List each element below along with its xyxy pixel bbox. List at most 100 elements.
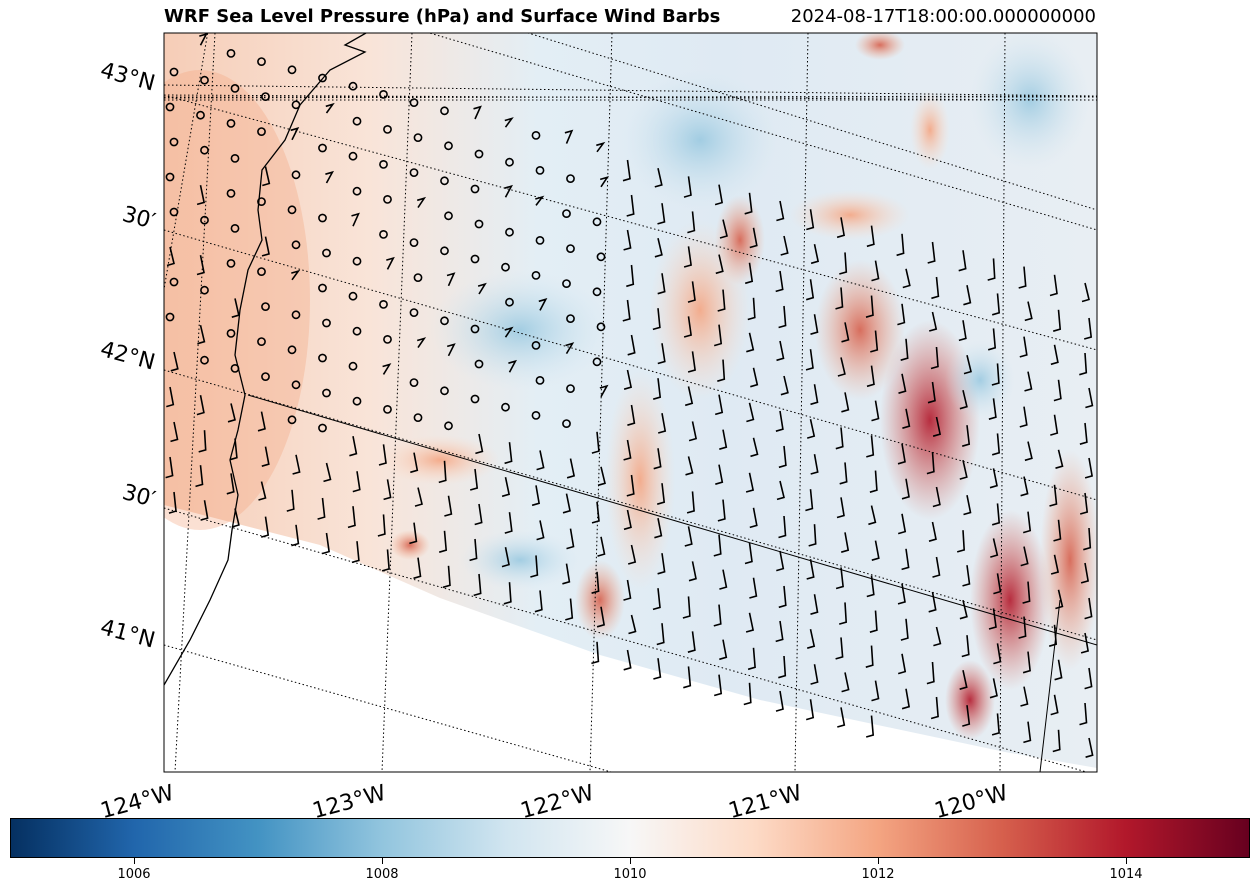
wind-barb (414, 487, 423, 507)
wind-barb (1049, 274, 1058, 297)
wind-barb (991, 363, 1000, 386)
wind-barb (1085, 387, 1094, 409)
wind-barb (1083, 527, 1092, 551)
wind-barb (1023, 721, 1032, 744)
wind-barb (715, 254, 724, 275)
wind-barb (683, 246, 692, 268)
calm-circle (230, 153, 240, 163)
wind-barb (565, 342, 575, 355)
calm-circle (535, 375, 545, 385)
wind-barb (745, 472, 755, 493)
wind-barb (504, 512, 513, 534)
calm-circle (352, 116, 362, 126)
wind-barb (654, 168, 663, 188)
wind-barb (687, 211, 696, 234)
wind-barb (991, 293, 1001, 316)
wind-barb (749, 577, 758, 599)
wind-barb (871, 400, 880, 422)
wind-barb (930, 696, 939, 720)
wind-barb (657, 413, 667, 434)
wind-barb (1079, 352, 1088, 376)
wind-barb (776, 340, 785, 362)
wind-barb (927, 381, 936, 404)
wind-barb (1084, 597, 1093, 620)
wind-barb (871, 540, 880, 561)
wind-barb (931, 276, 940, 300)
wind-barb (599, 384, 609, 398)
wind-barb (626, 264, 635, 288)
wind-barb (991, 503, 1001, 526)
calm-circle (291, 170, 301, 180)
calm-circle (505, 297, 514, 307)
wind-barb (446, 343, 456, 357)
wind-barb (987, 258, 996, 281)
wind-barb (317, 497, 326, 520)
wind-barb (835, 567, 844, 590)
wind-barb (351, 541, 360, 564)
colorbar-gradient (11, 819, 1249, 857)
wind-barb (286, 489, 295, 512)
wind-barb (475, 433, 484, 455)
calm-circle (501, 262, 510, 272)
calm-circle (444, 421, 453, 431)
wind-barb (871, 260, 880, 282)
calm-circle (261, 372, 270, 381)
wind-barb (684, 526, 693, 547)
wind-barb (504, 326, 514, 338)
wind-barb (170, 351, 179, 372)
calm-circle (352, 326, 362, 336)
wind-barb (627, 544, 637, 565)
wind-barb (597, 536, 606, 557)
calm-circle (562, 209, 571, 218)
wind-barb (926, 451, 935, 475)
wind-barb (744, 262, 754, 285)
wind-barb (531, 485, 541, 507)
wind-barb (1083, 317, 1093, 340)
wind-barb (622, 159, 631, 182)
wind-barb (622, 299, 631, 322)
wind-barb (627, 404, 636, 426)
wind-barb (628, 614, 637, 635)
wind-barb (836, 497, 845, 519)
wind-barb (989, 678, 998, 699)
calm-circle (592, 357, 602, 367)
wind-barb (165, 456, 174, 479)
calm-circle (165, 102, 175, 112)
calm-circle (592, 217, 602, 227)
calm-circle (200, 285, 209, 295)
wind-barb (684, 386, 694, 407)
calm-circle (169, 207, 179, 217)
wind-barb (1020, 686, 1029, 707)
wind-barb (871, 680, 880, 702)
wind-barb (536, 520, 545, 541)
wind-barb (746, 332, 755, 353)
calm-circle (348, 361, 358, 371)
wind-barb (989, 468, 998, 489)
wind-barb (932, 486, 941, 508)
wind-barb (866, 435, 875, 458)
wind-barb (653, 658, 662, 680)
wind-barb (835, 427, 844, 450)
wind-barb (1050, 554, 1060, 575)
wind-barb (837, 357, 846, 377)
calm-circle (531, 340, 541, 350)
wind-barb (1050, 414, 1059, 436)
wind-barb (806, 559, 815, 580)
wind-barb (715, 464, 724, 485)
wind-barb (413, 557, 422, 580)
wind-barb (504, 442, 513, 465)
calm-circle (440, 106, 449, 116)
wind-barb (775, 410, 784, 432)
wind-barb (257, 411, 266, 432)
wind-barb (686, 491, 695, 514)
wind-barb (473, 105, 482, 120)
wind-barb (841, 672, 850, 693)
wind-barb (714, 184, 724, 206)
calm-circle (318, 353, 327, 363)
wind-barb (990, 538, 999, 558)
wind-barb (323, 462, 332, 483)
wind-barb (713, 324, 723, 347)
wind-barb (746, 402, 755, 423)
wind-barb (808, 524, 817, 547)
wind-barb (865, 715, 875, 738)
